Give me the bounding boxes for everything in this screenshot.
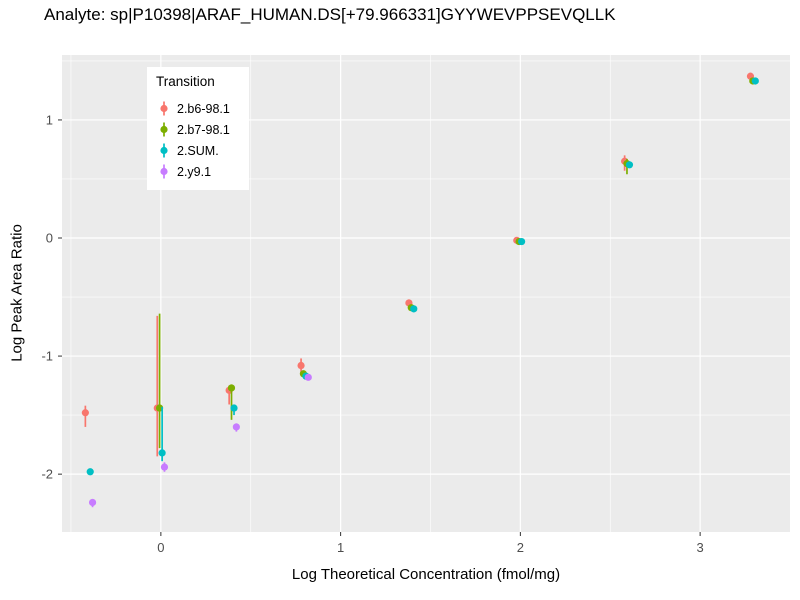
legend-item: 2.b7-98.1 [160,122,230,137]
data-point [227,384,236,392]
data-point [81,409,89,417]
y-tick-label: -2 [41,467,53,482]
axis-ticks: 0 1 2 3 -2 -1 0 1 [41,112,703,555]
x-tick-label: 1 [337,540,344,555]
y-axis-label: Log Peak Area Ratio [8,224,26,362]
data-point [86,468,94,476]
x-tick-label: 3 [697,540,704,555]
legend-item: 2.SUM. [160,143,219,158]
series-2.SUM. [86,77,759,476]
x-tick-label: 0 [157,540,164,555]
legend-title: Transition [156,74,215,89]
data-point [304,373,312,381]
chart-title: Analyte: sp|P10398|ARAF_HUMAN.DS[+79.966… [44,5,616,24]
data-point [625,161,634,169]
data-point [158,449,166,457]
data-point [230,404,238,412]
legend-item-label: 2.SUM. [177,144,219,158]
y-tick-label: -1 [41,349,53,364]
y-tick-label: 0 [46,231,53,246]
legend-key-point [160,125,168,134]
legend-key-point [160,167,168,176]
data-point [518,237,526,246]
data-point [232,423,240,431]
data-point [410,305,418,313]
legend-key-point [160,146,168,155]
y-tick-label: 1 [46,112,53,127]
data-point [751,77,759,85]
data-point [160,463,169,471]
series-2.y9.1 [88,373,312,508]
data-point [297,361,305,370]
data-point [88,498,97,507]
x-axis-label: Log Theoretical Concentration (fmol/mg) [291,566,561,583]
legend-key-point [160,104,168,113]
legend-item: 2.y9.1 [160,164,211,179]
legend: Transition 2.b6-98.1 2.b7-98.1 2.SUM. 2.y9.1 [147,67,249,190]
x-tick-label: 2 [517,540,524,555]
legend-item-label: 2.y9.1 [177,165,211,179]
legend-item-label: 2.b6-98.1 [177,102,230,116]
legend-item: 2.b6-98.1 [160,101,230,116]
legend-item-label: 2.b7-98.1 [177,123,230,137]
